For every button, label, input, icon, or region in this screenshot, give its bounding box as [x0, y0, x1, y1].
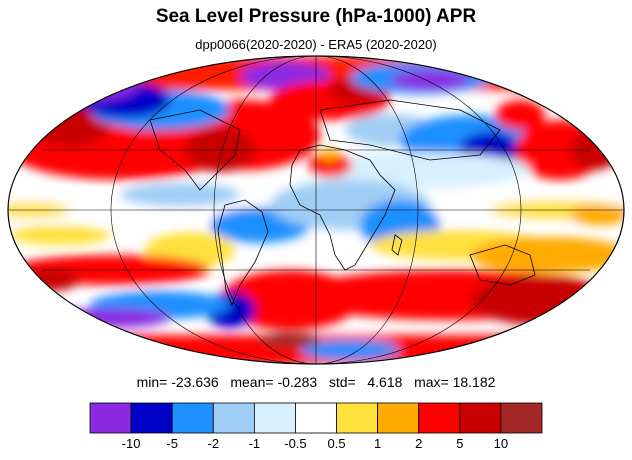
colorbar-tick-label: -5: [166, 436, 178, 451]
colorbar-tick-label: 5: [456, 436, 464, 451]
colorbar-swatch: [89, 402, 132, 434]
graticule: [8, 56, 624, 364]
colorbar-tick-label: -1: [248, 436, 261, 451]
stats-line: min= -23.636 mean= -0.283 std= 4.618 max…: [0, 374, 632, 390]
map-border: [7, 55, 625, 365]
colorbar-tick-label: -10: [121, 436, 141, 451]
stat-mean-value: -0.283: [277, 374, 318, 390]
page-title: Sea Level Pressure (hPa-1000) APR: [155, 6, 477, 27]
colorbar-swatch: [130, 402, 173, 434]
stat-max-value: 18.182: [452, 374, 496, 390]
colorbar-tick-label: 2: [415, 436, 423, 451]
colorbar-swatch: [418, 402, 461, 434]
page-subtitle: dpp0066(2020-2020) - ERA5 (2020-2020): [195, 37, 437, 52]
colorbar-swatch: [377, 402, 420, 434]
colorbar-swatch: [253, 402, 296, 434]
colorbar-tick-label: 0.5: [327, 436, 346, 451]
stat-min-label: min=: [136, 374, 168, 390]
stat-std-label: std=: [328, 374, 356, 390]
stat-mean-label: mean=: [230, 374, 274, 390]
colorbar-tick-label: -0.5: [284, 436, 307, 451]
colorbar-swatch: [459, 402, 502, 434]
stat-max-label: max=: [414, 374, 449, 390]
stat-min-value: -23.636: [171, 374, 219, 390]
colorbar-tick-label: 10: [493, 436, 509, 451]
colorbar-swatch: [295, 402, 337, 434]
colorbar: [89, 402, 543, 434]
coastlines: [149, 99, 536, 307]
stat-std-value: 4.618: [367, 374, 403, 390]
colorbar-swatch: [212, 402, 255, 434]
colorbar-tick-label: -2: [207, 436, 220, 451]
colorbar-swatch: [500, 402, 543, 434]
colorbar-tick-label: 1: [374, 436, 382, 451]
colorbar-swatch: [171, 402, 214, 434]
colorbar-swatch: [336, 402, 379, 434]
